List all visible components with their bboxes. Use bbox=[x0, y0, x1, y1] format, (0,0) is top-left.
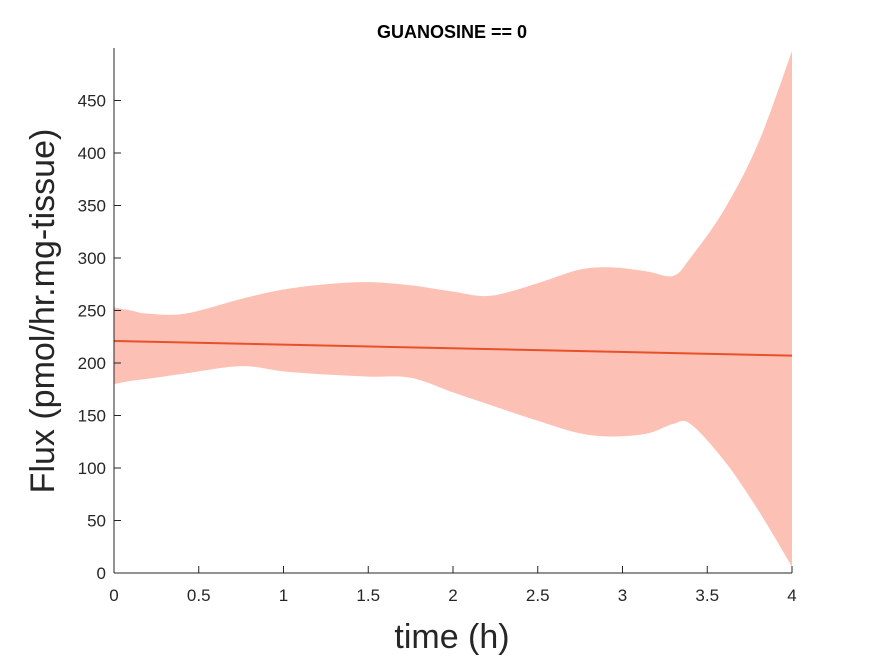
y-tick-label: 350 bbox=[78, 197, 106, 216]
x-axis-title: time (h) bbox=[394, 618, 509, 656]
y-axis-title: Flux (pmol/hr.mg-tissue) bbox=[24, 129, 62, 494]
x-tick-label: 0 bbox=[109, 586, 118, 605]
y-tick-label: 300 bbox=[78, 249, 106, 268]
confidence-band bbox=[114, 51, 792, 567]
x-tick-label: 1 bbox=[279, 586, 288, 605]
y-tick-label: 0 bbox=[97, 564, 106, 583]
y-tick-label: 200 bbox=[78, 354, 106, 373]
chart-title: GUANOSINE == 0 bbox=[377, 22, 527, 42]
x-tick-label: 3 bbox=[618, 586, 627, 605]
axes: 0 0.5 1 1.5 2 2.5 3 3.5 4 0 50 100 150 200 250 300 350 40… bbox=[78, 48, 797, 605]
y-tick-label: 400 bbox=[78, 144, 106, 163]
flux-trend-line bbox=[113, 339, 793, 357]
x-tick-label: 1.5 bbox=[356, 586, 380, 605]
x-tick-label: 2.5 bbox=[526, 586, 550, 605]
x-tick-label: 4 bbox=[787, 586, 796, 605]
y-tick-label: 250 bbox=[78, 302, 106, 321]
x-tick-label: 0.5 bbox=[187, 586, 211, 605]
x-tick-label: 2 bbox=[448, 586, 457, 605]
y-tick-label: 150 bbox=[78, 407, 106, 426]
x-tick-label: 3.5 bbox=[695, 586, 719, 605]
y-tick-label: 100 bbox=[78, 459, 106, 478]
plot-area bbox=[113, 51, 793, 567]
y-tick-label: 50 bbox=[87, 512, 106, 531]
y-tick-label: 450 bbox=[78, 92, 106, 111]
